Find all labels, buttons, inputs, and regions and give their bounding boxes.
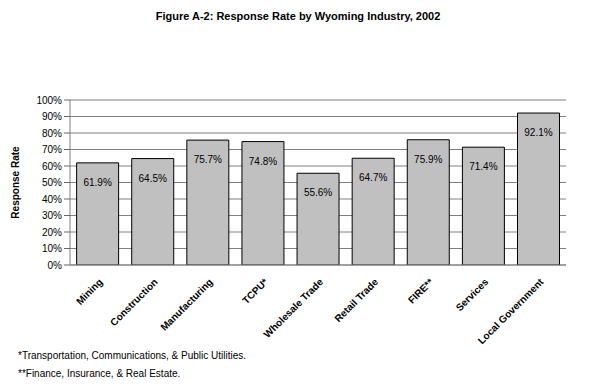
svg-text:TCPU*: TCPU* xyxy=(240,276,270,306)
svg-text:Local Government: Local Government xyxy=(476,276,546,345)
svg-text:70%: 70% xyxy=(42,144,62,155)
svg-text:Mining: Mining xyxy=(74,276,105,307)
svg-text:50%: 50% xyxy=(42,177,62,188)
html-text:**Finance, Insurance, & Real E: **Finance, Insurance, & Real Estate. xyxy=(18,368,181,379)
svg-text:Response Rate: Response Rate xyxy=(10,146,21,219)
svg-text:61.9%: 61.9% xyxy=(83,177,111,188)
svg-text:100%: 100% xyxy=(36,95,62,106)
svg-text:0%: 0% xyxy=(48,260,63,271)
svg-text:80%: 80% xyxy=(42,128,62,139)
svg-text:64.7%: 64.7% xyxy=(359,172,387,183)
svg-text:Construction: Construction xyxy=(108,276,160,328)
svg-text:71.4%: 71.4% xyxy=(469,161,497,172)
svg-text:20%: 20% xyxy=(42,227,62,238)
svg-text:75.9%: 75.9% xyxy=(414,154,442,165)
svg-text:74.8%: 74.8% xyxy=(249,156,277,167)
svg-text:30%: 30% xyxy=(42,210,62,221)
svg-text:Manufacturing: Manufacturing xyxy=(158,276,214,332)
svg-text:Wholesale Trade: Wholesale Trade xyxy=(261,276,325,340)
svg-text:FIRE**: FIRE** xyxy=(406,276,435,305)
svg-text:64.5%: 64.5% xyxy=(139,173,167,184)
html-text:Figure A-2: Response Rate by W: Figure A-2: Response Rate by Wyoming Ind… xyxy=(155,10,441,22)
svg-text:10%: 10% xyxy=(42,243,62,254)
html-text:*Transportation, Communication: *Transportation, Communications, & Publi… xyxy=(18,350,247,361)
svg-text:55.6%: 55.6% xyxy=(304,187,332,198)
svg-text:40%: 40% xyxy=(42,194,62,205)
svg-text:60%: 60% xyxy=(42,161,62,172)
svg-text:90%: 90% xyxy=(42,111,62,122)
svg-text:Retail Trade: Retail Trade xyxy=(332,276,380,324)
svg-text:Services: Services xyxy=(454,276,491,313)
svg-text:92.1%: 92.1% xyxy=(524,127,552,138)
svg-text:75.7%: 75.7% xyxy=(194,154,222,165)
